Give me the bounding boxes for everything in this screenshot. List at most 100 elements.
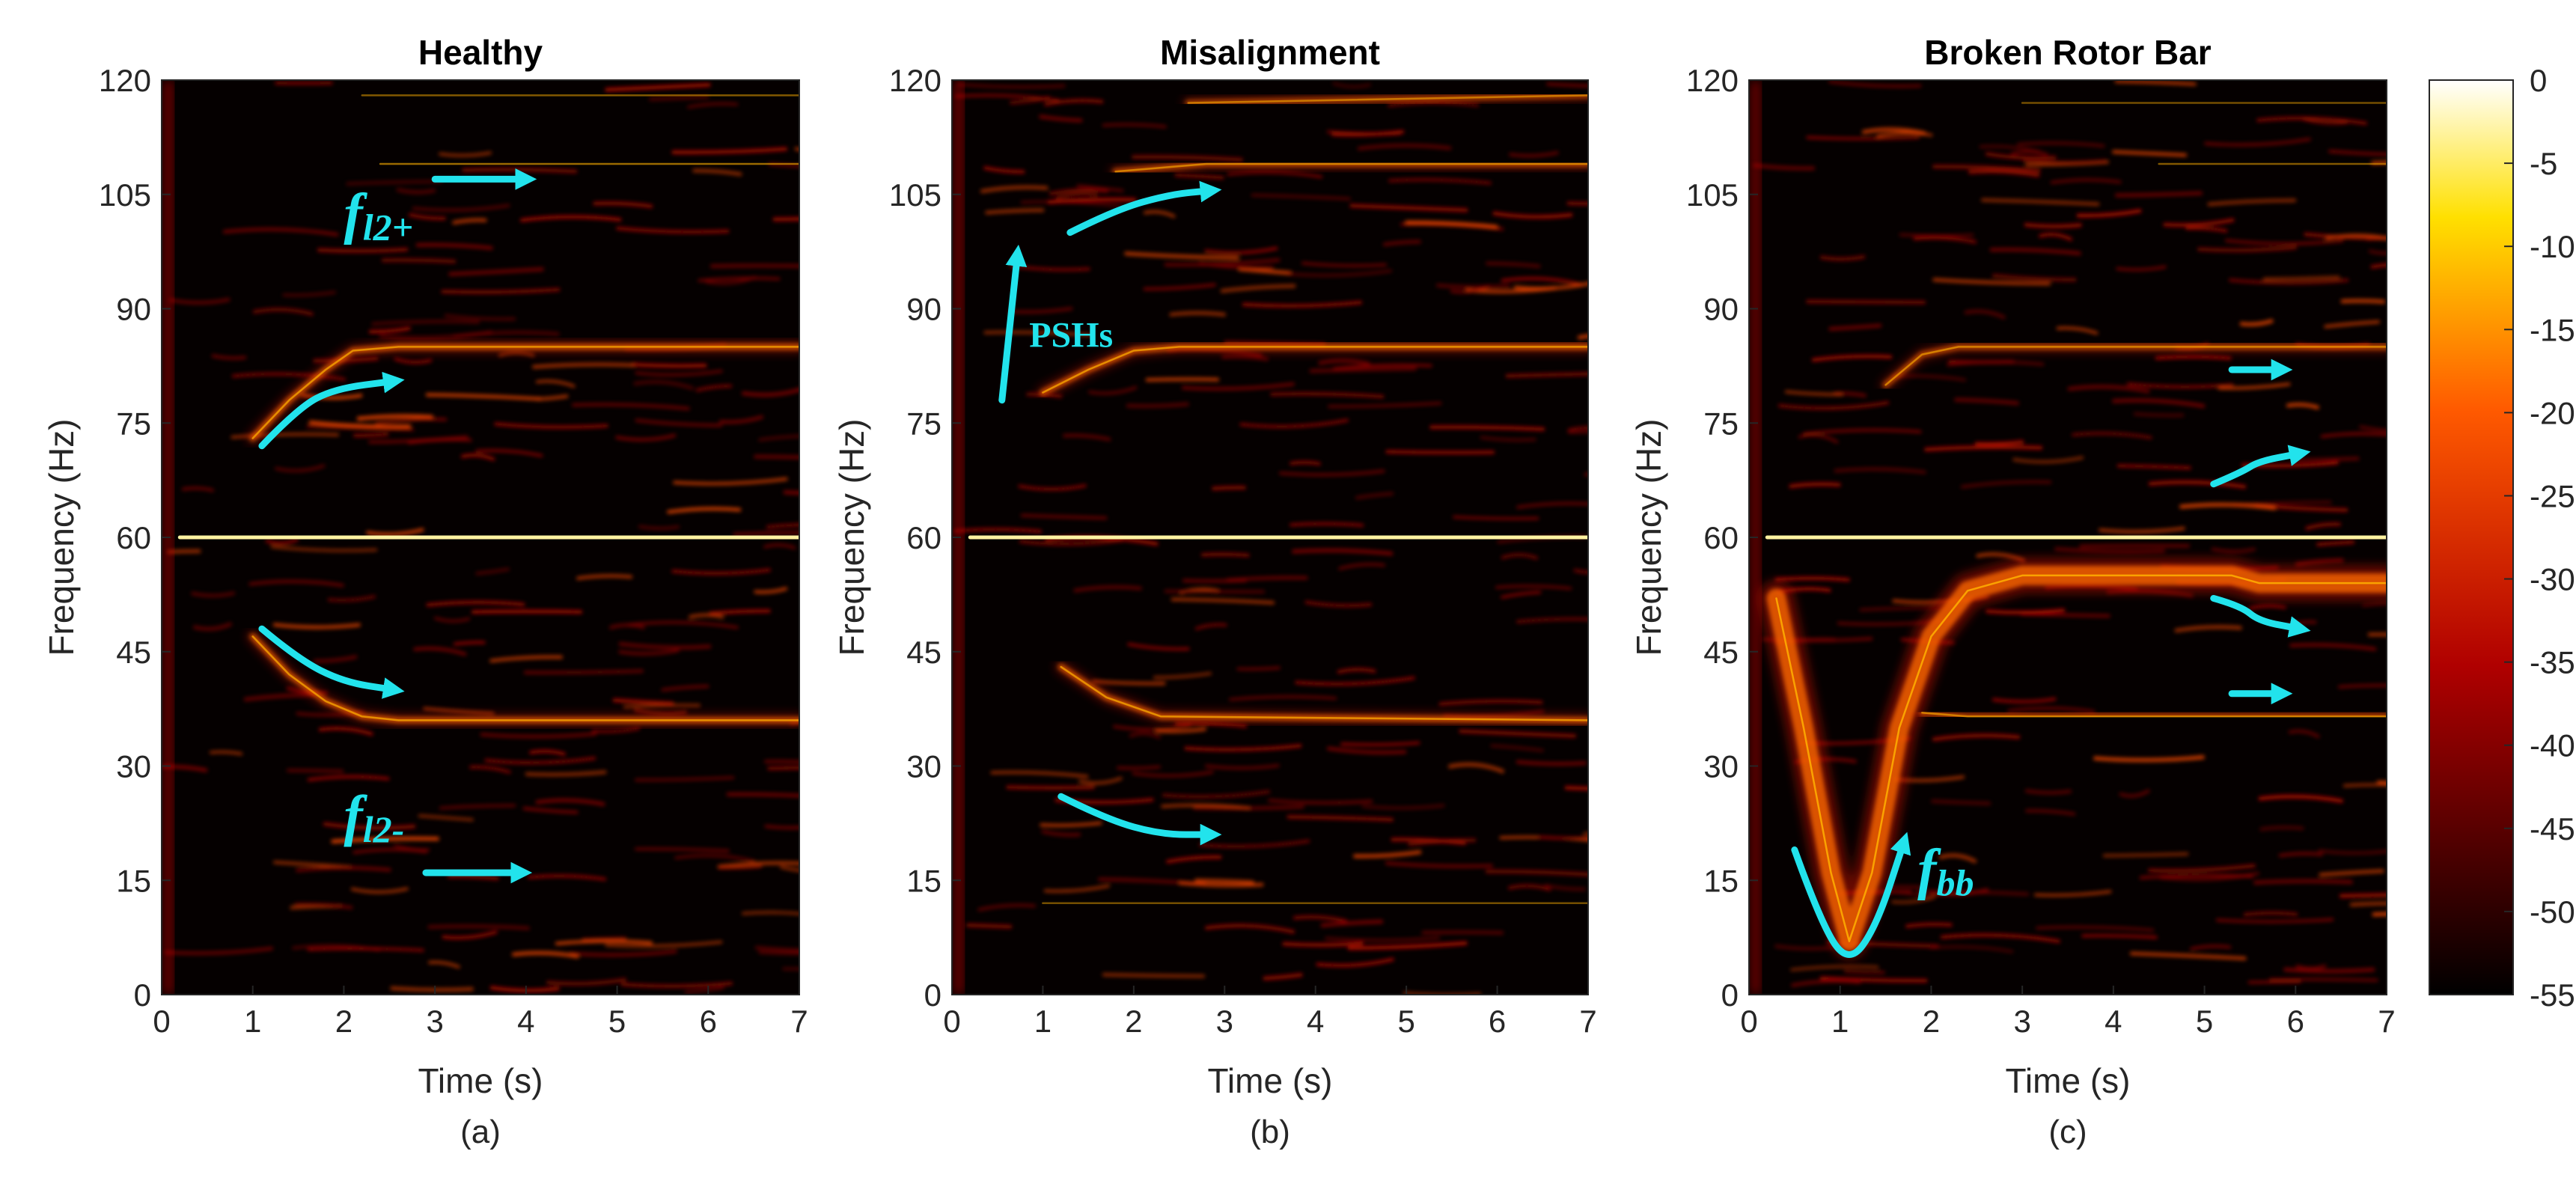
colorbar-tick-label: -5 — [2530, 146, 2557, 181]
y-tick-label: 90 — [906, 292, 941, 327]
panel-title: Broken Rotor Bar — [1924, 33, 2211, 72]
y-tick-label: 75 — [1703, 406, 1739, 441]
x-axis-label: Time (s) — [418, 1061, 543, 1100]
annotation-arrow-1 — [1791, 831, 1911, 958]
panel-1: fl2+fl2-0 1 2 3 4 5 6 70153045607590105120Healt… — [42, 33, 808, 1150]
x-tick-label: 5 — [608, 1004, 626, 1039]
x-tick-label: 4 — [1307, 1004, 1324, 1039]
y-axis-label: Frequency (Hz) — [42, 419, 81, 656]
y-tick-label: 60 — [1703, 520, 1739, 555]
y-axis-label: Frequency (Hz) — [1629, 419, 1668, 656]
colorbar-tick-label: -35 — [2530, 645, 2575, 680]
x-tick-label: 2 — [1923, 1004, 1940, 1039]
annotation-arrow-1 — [998, 244, 1028, 404]
colorbar-tick-label: -40 — [2530, 728, 2575, 763]
ridge-lower-sideband — [1054, 661, 1588, 727]
y-tick-label: 45 — [1703, 635, 1739, 670]
colorbar-gradient — [2429, 80, 2513, 995]
x-tick-label: 0 — [153, 1004, 170, 1039]
colorbar: 0 -5 -10 -15 -20 -25 -30 -35 -40 -45 -50 -55 — [2429, 63, 2575, 1013]
panel-sublabel: (c) — [2048, 1114, 2087, 1150]
y-tick-label: 75 — [906, 406, 941, 441]
spectrogram-content — [953, 80, 1588, 995]
ridge-upper-sideband — [1879, 341, 2387, 391]
spectrogram-content — [162, 80, 799, 995]
x-axis-label: Time (s) — [1208, 1061, 1333, 1100]
annotation-arrow-2 — [258, 371, 405, 450]
ridge-upper-sideband — [246, 341, 799, 445]
colorbar-tick-label: -50 — [2530, 894, 2575, 930]
x-tick-label: 2 — [1125, 1004, 1142, 1039]
colorbar-tick-label: -20 — [2530, 395, 2575, 430]
annotation-arrow-3 — [258, 625, 405, 699]
ridge-psh-upper — [1109, 157, 1588, 178]
colorbar-tick-label: 0 — [2530, 63, 2547, 98]
colorbar-tick-label: -45 — [2530, 811, 2575, 846]
y-tick-label: 105 — [1686, 177, 1739, 213]
panel-sublabel: (b) — [1250, 1114, 1290, 1150]
x-tick-label: 1 — [244, 1004, 261, 1039]
panel-title: Misalignment — [1160, 33, 1380, 72]
y-tick-label: 30 — [1703, 749, 1739, 784]
y-tick-label: 60 — [116, 520, 151, 555]
x-tick-label: 1 — [1034, 1004, 1052, 1039]
y-tick-label: 120 — [1686, 63, 1739, 98]
y-tick-label: 45 — [116, 635, 151, 670]
annotation-label-1: PSHs — [1029, 315, 1113, 355]
y-tick-label: 90 — [116, 292, 151, 327]
x-tick-label: 0 — [1740, 1004, 1757, 1039]
x-tick-label: 7 — [2378, 1004, 2395, 1039]
x-tick-label: 3 — [2013, 1004, 2030, 1039]
ridge-bb-sideband — [1759, 558, 2387, 959]
y-tick-label: 15 — [1703, 863, 1739, 898]
colorbar-tick-label: -15 — [2530, 312, 2575, 347]
y-tick-label: 60 — [906, 520, 941, 555]
spectrogram-content — [1751, 80, 2387, 995]
y-tick-label: 0 — [924, 977, 941, 1013]
ridge-psh-top — [1182, 89, 1588, 109]
annotation-arrow-4 — [2210, 594, 2311, 638]
y-tick-label: 15 — [906, 863, 941, 898]
y-tick-label: 45 — [906, 635, 941, 670]
y-tick-label: 0 — [1721, 977, 1739, 1013]
panel-title: Healthy — [418, 33, 543, 72]
y-tick-label: 105 — [99, 177, 151, 213]
colorbar-tick-label: -10 — [2530, 229, 2575, 264]
colorbar-frame — [2429, 79, 2514, 995]
x-tick-label: 3 — [1216, 1004, 1233, 1039]
x-tick-label: 7 — [1579, 1004, 1596, 1039]
x-tick-label: 1 — [1831, 1004, 1849, 1039]
x-tick-label: 5 — [2196, 1004, 2213, 1039]
x-tick-label: 6 — [700, 1004, 717, 1039]
y-tick-label: 30 — [906, 749, 941, 784]
x-tick-label: 4 — [517, 1004, 534, 1039]
panel-sublabel: (a) — [460, 1114, 501, 1150]
x-tick-label: 6 — [2287, 1004, 2304, 1039]
y-tick-label: 120 — [889, 63, 941, 98]
x-tick-label: 2 — [335, 1004, 352, 1039]
ridge-upper-sideband — [1037, 341, 1588, 399]
colorbar-tick-label: -25 — [2530, 478, 2575, 513]
ridge-lower-sideband — [1916, 707, 2387, 723]
x-tick-label: 4 — [2105, 1004, 2122, 1039]
y-tick-label: 0 — [134, 977, 151, 1013]
x-tick-label: 0 — [943, 1004, 960, 1039]
y-tick-label: 15 — [116, 863, 151, 898]
annotation-arrow-3 — [1057, 793, 1222, 846]
y-tick-label: 120 — [99, 63, 151, 98]
x-tick-label: 7 — [790, 1004, 808, 1039]
ridge-lower-sideband — [246, 630, 799, 727]
x-tick-label: 3 — [426, 1004, 443, 1039]
colorbar-tick-label: -30 — [2530, 562, 2575, 597]
y-tick-label: 30 — [116, 749, 151, 784]
y-tick-label: 90 — [1703, 292, 1739, 327]
colorbar-tick-label: -55 — [2530, 977, 2575, 1013]
y-tick-label: 105 — [889, 177, 941, 213]
x-tick-label: 5 — [1397, 1004, 1414, 1039]
y-tick-label: 75 — [116, 406, 151, 441]
y-axis-label: Frequency (Hz) — [832, 419, 871, 656]
